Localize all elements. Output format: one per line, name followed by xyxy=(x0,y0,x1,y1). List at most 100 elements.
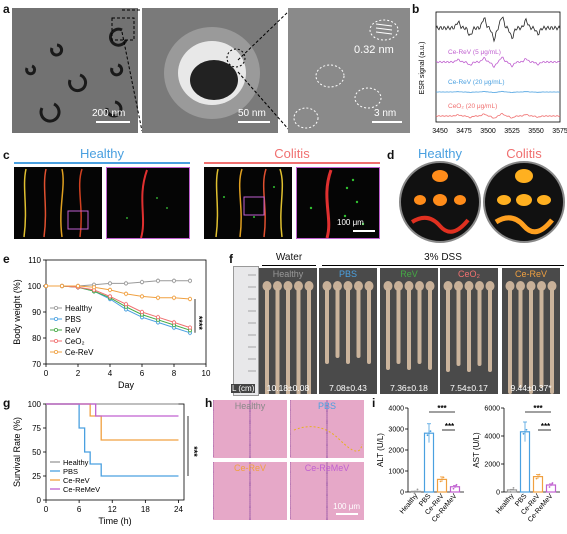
f-ruler xyxy=(233,266,259,396)
colon-tile-1: PBS 7.08±0.43 xyxy=(319,268,377,394)
g-ytick-1: 25 xyxy=(32,472,41,481)
esr-trace-label-1: Ce-ReV (5 μg/mL) xyxy=(448,49,501,56)
c-healthy-title: Healthy xyxy=(79,146,125,161)
tem-zoom-particle xyxy=(164,27,260,119)
esr-xtick-3: 3525 xyxy=(504,128,520,135)
histology-tile-0: Healthy xyxy=(213,400,287,458)
histology-tile-1: PBS xyxy=(290,400,364,458)
colon-length: 7.36±0.18 xyxy=(390,383,428,393)
panel-label-d: d xyxy=(387,148,395,162)
h-scalebar: 100 μm xyxy=(333,502,360,511)
f-water-label: Water xyxy=(275,252,303,263)
e-line-3 xyxy=(46,285,191,329)
colon-tile-3: CeO₂ 7.54±0.17 xyxy=(440,268,498,394)
scalebar-200nm: 200 nm xyxy=(92,108,126,119)
e-point xyxy=(139,280,144,285)
scalebar-50nm: 50 nm xyxy=(238,108,266,119)
e-sig: **** xyxy=(194,316,204,331)
g-sig: *** xyxy=(189,446,199,457)
e-point xyxy=(187,325,192,330)
colon-tile-4: Ce-ReV 9.44±0.37* xyxy=(502,268,560,394)
esr-xtick-2: 3500 xyxy=(480,128,496,135)
e-ytick-1: 80 xyxy=(32,334,41,343)
e-point xyxy=(187,297,192,302)
colon-group-name: Ce-ReV xyxy=(514,269,547,279)
c-colitis-overview xyxy=(204,167,292,239)
e-point xyxy=(76,284,81,289)
e-ylabel: Body weight (%) xyxy=(12,279,22,345)
e-point xyxy=(108,287,113,292)
g-legend-2: Ce-ReV xyxy=(63,476,90,485)
hrtem-image: 0.32 nm 3 nm xyxy=(288,8,410,133)
e-legend-4: Ce-ReV xyxy=(65,348,94,357)
e-ytick-3: 100 xyxy=(28,282,42,291)
e-point xyxy=(171,295,176,300)
histology-tile-3: Ce-ReMeV 100 μm xyxy=(290,462,364,520)
esr-frame xyxy=(435,11,561,123)
e-xtick-2: 4 xyxy=(108,369,113,378)
e-legend-3: CeO₂ xyxy=(65,337,85,346)
esr-trace-label-3: CeO₂ (20 μg/mL) xyxy=(448,103,497,110)
alt-ytick-2: 2000 xyxy=(388,448,404,455)
g-legend-0: Healthy xyxy=(63,458,89,467)
e-ytick-4: 110 xyxy=(28,256,41,265)
g-legend-3: Ce-ReMeV xyxy=(63,485,100,494)
e-xtick-1: 2 xyxy=(76,369,81,378)
esr-trace-0 xyxy=(435,16,561,43)
e-point xyxy=(155,278,160,283)
hrtem-lattice xyxy=(293,19,399,129)
colon-group-name: Healthy xyxy=(272,269,304,279)
e-xtick-3: 6 xyxy=(140,369,145,378)
g-xlabel: Time (h) xyxy=(98,516,131,526)
g-legend-1: PBS xyxy=(63,467,78,476)
colon-length: 10.18±0.08 xyxy=(266,383,310,393)
e-point xyxy=(44,284,49,289)
e-point xyxy=(171,278,176,283)
e-line-0 xyxy=(46,280,190,287)
alt-ytick-3: 3000 xyxy=(388,427,404,434)
c-healthy-zoom xyxy=(106,167,190,239)
scalebar-3nm: 3 nm xyxy=(374,108,397,119)
g-line-3 xyxy=(46,403,179,417)
ast-ytick-3: 6000 xyxy=(484,406,500,413)
alt-ytick-4: 4000 xyxy=(388,406,404,413)
ast-ylabel: AST (U/L) xyxy=(472,432,481,468)
tem-overview-image: 200 nm xyxy=(12,8,138,133)
e-point xyxy=(108,294,113,299)
histology-label: Ce-ReMeV xyxy=(304,463,350,473)
colon-tile-0: Healthy 10.18±0.08 xyxy=(259,268,317,394)
g-ytick-4: 100 xyxy=(28,400,42,409)
ast-sig-1: *** xyxy=(533,404,543,413)
ast-ytick-2: 4000 xyxy=(484,434,500,441)
zoom-lines-1 xyxy=(121,9,143,132)
d-dishes xyxy=(399,161,565,243)
g-ylabel: Survival Rate (%) xyxy=(12,417,22,487)
esr-trace-label-2: Ce-ReV (20 μg/mL) xyxy=(448,79,505,86)
histology-label: Healthy xyxy=(234,401,266,411)
e-legend-1: PBS xyxy=(65,315,81,324)
panel-label-h: h xyxy=(205,396,213,410)
ast-ytick-1: 2000 xyxy=(484,462,500,469)
panel-label-c: c xyxy=(3,148,10,162)
e-xtick-5: 10 xyxy=(202,369,211,378)
g-xtick-2: 12 xyxy=(108,505,117,514)
colon-length: 7.54±0.17 xyxy=(450,383,488,393)
body-weight-chart: 70 80 90 100 110 0 2 4 6 8 10 Day Body weight (%) Hea… xyxy=(12,256,211,390)
c-colitis-title: Colitis xyxy=(274,146,310,161)
alt-sig-1: *** xyxy=(437,404,447,413)
e-legend-2: ReV xyxy=(65,326,81,335)
e-legend-0: Healthy xyxy=(65,304,92,313)
e-line-4 xyxy=(46,285,191,300)
colon-group-name: PBS xyxy=(338,269,357,279)
e-point xyxy=(92,285,97,290)
alt-ytick-0: 0 xyxy=(400,490,404,497)
e-point xyxy=(155,315,160,320)
g-xtick-0: 0 xyxy=(44,505,49,514)
f-ruler-label: L (cm) xyxy=(231,384,256,393)
colon-group-name: CeO₂ xyxy=(458,269,480,279)
esr-ylabel: ESR signal (a.u.) xyxy=(419,42,426,95)
e-xlabel: Day xyxy=(118,380,135,390)
esr-xtick-1: 3475 xyxy=(456,128,472,135)
e-point xyxy=(124,291,129,296)
